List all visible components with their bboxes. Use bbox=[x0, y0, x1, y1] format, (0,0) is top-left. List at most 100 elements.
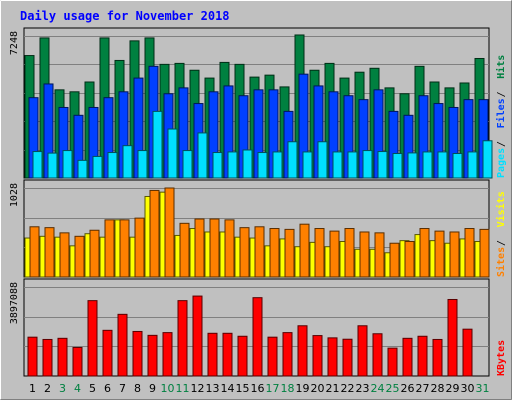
bar-sites bbox=[479, 228, 490, 278]
bar-kbytes bbox=[312, 335, 323, 377]
legend-separator: / bbox=[496, 240, 507, 246]
bar-kbytes bbox=[192, 295, 203, 377]
legend-entry-visits: Visits bbox=[495, 191, 507, 227]
bar-pages bbox=[377, 151, 388, 179]
bar-sites bbox=[374, 232, 385, 278]
bar-pages bbox=[407, 152, 418, 179]
panel-legend: Pages / Files / Hits bbox=[495, 55, 507, 178]
bar-kbytes bbox=[72, 346, 83, 377]
x-tick-label: 25 bbox=[386, 382, 400, 395]
bar-kbytes bbox=[147, 334, 158, 377]
bar-sites bbox=[464, 228, 475, 278]
x-axis-labels: 1 2 3 4 5 6 7 8 9 10 11 12 13 14 15 16 17 18 19 20 21 22 23 24 2… bbox=[29, 382, 490, 395]
legend-separator: / bbox=[496, 91, 507, 97]
bar-kbytes bbox=[417, 335, 428, 377]
x-tick-label: 22 bbox=[341, 382, 355, 395]
panel-max-label: 3897088 bbox=[9, 282, 20, 324]
bar-pages bbox=[122, 145, 133, 179]
legend-entry-files: Files bbox=[495, 98, 507, 128]
bar-pages bbox=[332, 151, 343, 179]
x-tick-label: 27 bbox=[416, 382, 430, 395]
bar-kbytes bbox=[357, 325, 368, 377]
x-tick-label: 9 bbox=[149, 382, 156, 395]
bar-sites bbox=[284, 228, 295, 278]
bar-kbytes bbox=[447, 298, 458, 377]
bar-kbytes bbox=[432, 338, 443, 377]
panel-max-label: 1028 bbox=[9, 183, 20, 207]
bar-pages bbox=[317, 141, 328, 179]
panel-legend: KBytes bbox=[496, 340, 507, 376]
x-tick-label: 20 bbox=[311, 382, 325, 395]
x-tick-label: 3 bbox=[59, 382, 66, 395]
bar-pages bbox=[197, 132, 208, 179]
bar-pages bbox=[272, 151, 283, 179]
x-tick-label: 10 bbox=[161, 382, 175, 395]
legend-entry-pages: Pages bbox=[496, 148, 507, 178]
bar-kbytes bbox=[252, 297, 263, 377]
bar-sites bbox=[434, 230, 445, 278]
bar-kbytes bbox=[222, 332, 233, 377]
x-tick-label: 29 bbox=[446, 382, 460, 395]
bar-pages bbox=[437, 151, 448, 179]
bar-kbytes bbox=[282, 332, 293, 377]
x-tick-label: 21 bbox=[326, 382, 340, 395]
bar-pages bbox=[242, 149, 253, 179]
bar-sites bbox=[59, 232, 70, 278]
bar-kbytes bbox=[267, 336, 278, 377]
bar-kbytes bbox=[237, 335, 248, 377]
x-tick-label: 14 bbox=[221, 382, 235, 395]
x-tick-label: 7 bbox=[119, 382, 126, 395]
x-tick-label: 2 bbox=[44, 382, 51, 395]
panel-visits-sites: 1028 Sites / Visits bbox=[9, 179, 507, 278]
bar-kbytes bbox=[162, 332, 173, 377]
bar-sites bbox=[359, 231, 370, 278]
bar-sites bbox=[134, 217, 145, 278]
bar-sites bbox=[224, 219, 235, 278]
bar-kbytes bbox=[342, 338, 353, 377]
x-tick-label: 23 bbox=[356, 382, 370, 395]
legend-entry-hits: Hits bbox=[495, 55, 507, 79]
bar-kbytes bbox=[297, 325, 308, 377]
chart-title: Daily usage for November 2018 bbox=[20, 9, 230, 23]
bar-sites bbox=[164, 187, 175, 278]
bar-sites bbox=[29, 226, 40, 278]
bar-sites bbox=[149, 189, 160, 278]
bar-pages bbox=[422, 151, 433, 179]
bar-sites bbox=[179, 222, 190, 278]
bar-kbytes bbox=[177, 300, 188, 377]
bar-pages bbox=[467, 151, 478, 179]
bar-kbytes bbox=[372, 333, 383, 377]
bar-pages bbox=[227, 151, 238, 179]
x-tick-label: 11 bbox=[176, 382, 190, 395]
x-tick-label: 13 bbox=[206, 382, 220, 395]
panel-max-label: 7248 bbox=[9, 31, 20, 55]
x-tick-label: 26 bbox=[401, 382, 415, 395]
bar-sites bbox=[329, 230, 340, 278]
bar-sites bbox=[194, 218, 205, 278]
bar-sites bbox=[209, 218, 220, 278]
bar-kbytes bbox=[327, 337, 338, 377]
x-tick-label: 1 bbox=[29, 382, 36, 395]
bar-pages bbox=[92, 155, 103, 179]
panel-legend: Sites / Visits bbox=[495, 191, 507, 277]
bar-sites bbox=[89, 229, 100, 278]
bar-sites bbox=[404, 241, 415, 278]
x-tick-label: 18 bbox=[281, 382, 295, 395]
bar-pages bbox=[107, 152, 118, 179]
x-tick-label: 6 bbox=[104, 382, 111, 395]
bar-pages bbox=[452, 153, 463, 179]
bar-sites bbox=[269, 228, 280, 278]
bar-pages bbox=[302, 151, 313, 179]
bar-sites bbox=[239, 227, 250, 278]
bar-sites bbox=[344, 228, 355, 278]
bar-sites bbox=[104, 219, 115, 278]
x-tick-label: 31 bbox=[476, 382, 490, 395]
bar-pages bbox=[167, 128, 178, 179]
x-tick-label: 4 bbox=[74, 382, 81, 395]
bar-pages bbox=[62, 150, 73, 179]
bar-kbytes bbox=[462, 328, 473, 377]
bar-sites bbox=[314, 228, 325, 278]
legend-entry-sites: Sites bbox=[495, 247, 507, 277]
